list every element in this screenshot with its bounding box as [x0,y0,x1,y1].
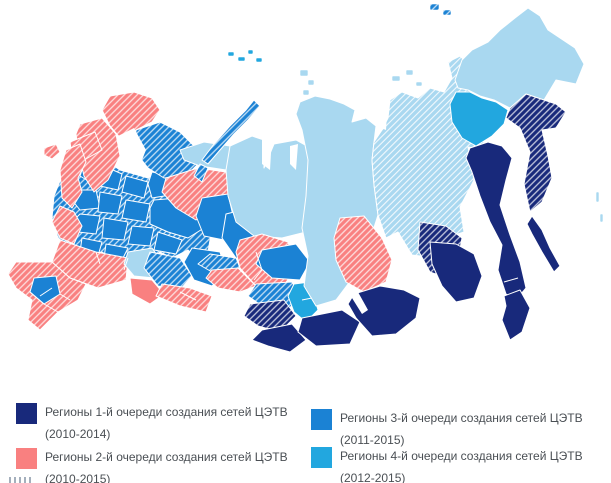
legend-item-phase3: Регионы 3-й очереди создания сетей ЦЭТВ … [311,407,583,451]
map-region [127,225,155,247]
map-region-irkutsk [333,215,393,293]
island-severnaya-zemlya [299,69,309,77]
legend-swatch-phase2 [16,448,37,469]
legend-swatch-phase4 [311,447,332,468]
water-taz-gulf [290,144,298,170]
region-border-line [29,287,71,313]
map-region-novaya-zemlya-south [193,163,209,183]
legend-label-phase4: Регионы 4-й очереди создания сетей ЦЭТВ [340,449,583,463]
map-region-kurgan [205,267,257,293]
island-arctic-hatched [429,3,440,11]
map-region [121,199,151,223]
map-region-kamchatka [505,93,567,213]
island-new-siberian [405,69,414,76]
map-region [153,231,183,255]
region-border-line [179,291,197,301]
map-region-novaya-zemlya [201,99,261,165]
water-lake-baikal [350,286,368,314]
map-region-sakhalin [526,215,561,273]
water-yenisei-gulf [376,96,388,130]
map-region-orenburg [155,283,213,313]
map-region-stavropol [29,275,61,305]
map-region-buryatia [347,285,421,337]
region-border-line [503,277,519,283]
island-new-siberian [415,81,423,87]
island-new-siberian [391,75,401,82]
legend-swatch-phase1 [16,403,37,424]
map-region-magadan [449,91,509,147]
map-region-altai-republic [251,323,307,353]
map-region-chukotka [454,7,585,109]
region-border-line [253,251,263,281]
map-region-murmansk [101,91,161,141]
map-region-astrakhan [129,277,165,305]
map-region [101,217,129,241]
legend-years-phase3: (2011-2015) [340,433,405,447]
legend-years-phase4: (2012-2015) [340,471,406,483]
legend-label-phase2: Регионы 2-й очереди создания сетей ЦЭТВ [45,450,288,464]
legend-truncated-row-fragment [9,477,33,483]
island-arctic-hatched [442,9,452,16]
island-franz-josef [255,57,263,63]
map-region-pskov [59,143,87,209]
map-region-bryansk-kursk [51,205,83,245]
region-border-line [95,251,129,271]
island-kuril [595,191,600,203]
region-border-line [301,297,313,301]
island-kuril [599,213,604,223]
water-ob-gulf [262,136,272,170]
map-region-primorye [501,289,531,341]
legend-years-phase2: (2010-2015) [45,472,111,483]
russia-map [7,3,604,353]
legend-years-phase1: (2010-2014) [45,427,111,441]
map-region-tomsk [255,243,311,281]
legend-label-phase3: Регионы 3-й очереди создания сетей ЦЭТВ [340,411,583,425]
russia-map-svg [7,3,604,353]
map-region-tyva [297,309,361,347]
map-region [121,175,149,199]
island-severnaya-zemlya [307,79,315,86]
map-region-amur [429,241,483,303]
island-franz-josef [247,49,254,55]
island-franz-josef [237,56,246,62]
legend-swatch-phase3 [311,409,332,430]
water-white-sea [118,128,146,170]
map-region-kaliningrad [43,143,61,160]
island-franz-josef [227,51,235,57]
legend-item-phase1: Регионы 1-й очереди создания сетей ЦЭТВ … [16,401,288,445]
legend-item-phase4: Регионы 4-й очереди создания сетей ЦЭТВ … [311,445,583,483]
legend-item-phase2: Регионы 2-й очереди создания сетей ЦЭТВ … [16,446,288,483]
legend-label-phase1: Регионы 1-й очереди создания сетей ЦЭТВ [45,405,288,419]
island-severnaya-zemlya [302,89,310,96]
map-region [97,191,123,215]
